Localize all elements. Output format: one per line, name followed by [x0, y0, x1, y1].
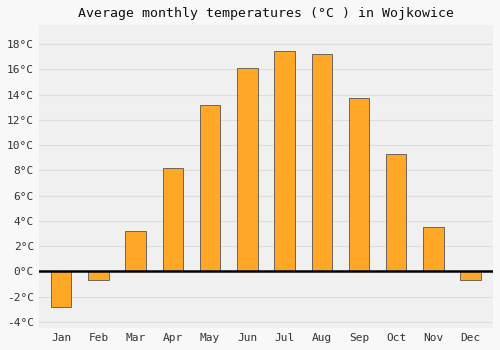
Bar — [460, 271, 481, 280]
Bar — [312, 54, 332, 271]
Bar — [274, 50, 295, 271]
Bar — [237, 68, 258, 271]
Bar — [423, 227, 444, 271]
Title: Average monthly temperatures (°C ) in Wojkowice: Average monthly temperatures (°C ) in Wo… — [78, 7, 454, 20]
Bar — [200, 105, 220, 271]
Bar — [162, 168, 183, 271]
Bar — [386, 154, 406, 271]
Bar — [126, 231, 146, 271]
Bar — [88, 271, 108, 280]
Bar — [349, 98, 370, 271]
Bar — [51, 271, 72, 307]
